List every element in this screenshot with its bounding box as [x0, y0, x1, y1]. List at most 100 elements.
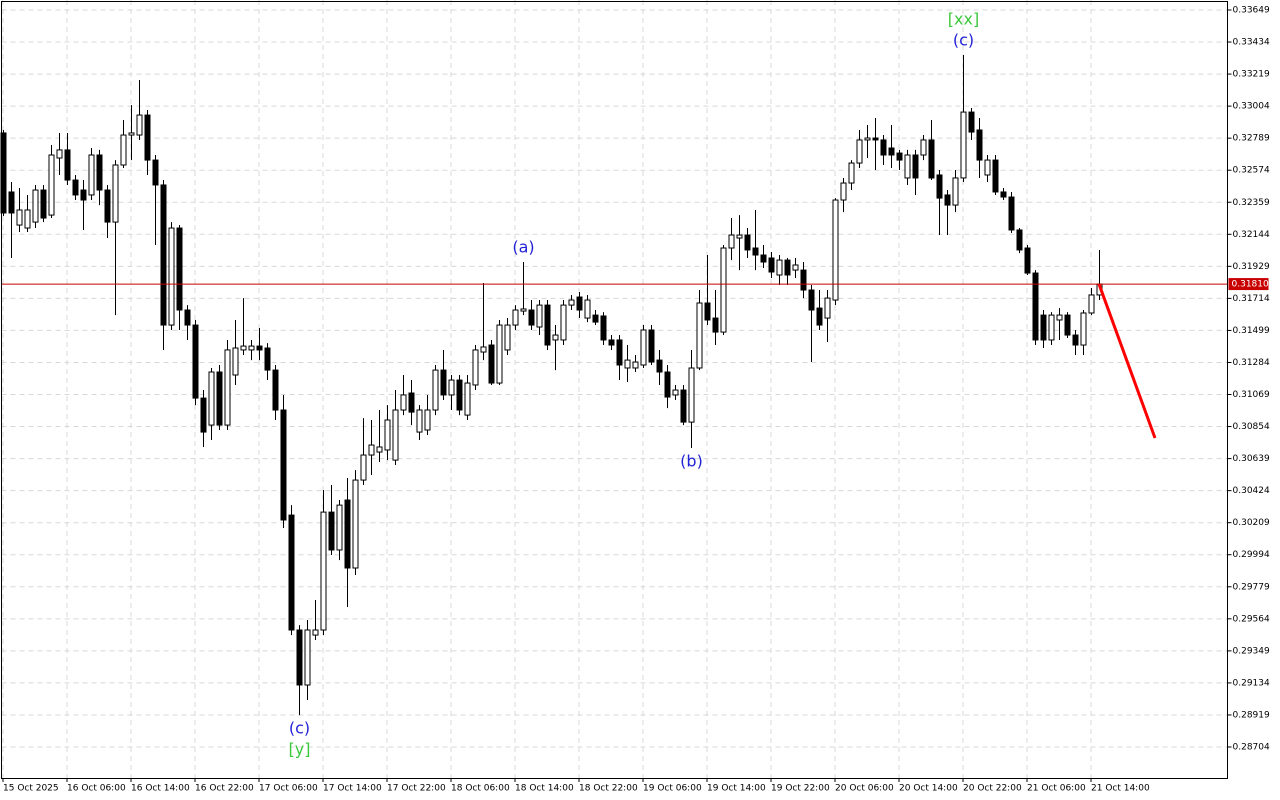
candle-body — [824, 297, 831, 319]
candle-body — [840, 182, 847, 201]
candle-body — [16, 209, 23, 226]
candle-body — [856, 139, 863, 164]
candle-body — [176, 227, 183, 311]
candle-body — [496, 324, 503, 384]
candle-body — [952, 177, 959, 206]
x-tick-label: 20 Oct 06:00 — [835, 784, 894, 794]
candle-body — [240, 345, 247, 351]
candle-body — [344, 499, 351, 569]
candle-body — [304, 629, 311, 686]
x-tick-label: 21 Oct 06:00 — [1027, 784, 1086, 794]
candle-body — [584, 299, 591, 319]
y-tick-label: 0.31069 — [1233, 390, 1270, 400]
candle-body — [560, 304, 567, 341]
y-tick-label: 0.29779 — [1233, 582, 1270, 592]
y-tick-label: 0.30639 — [1233, 454, 1270, 464]
candle-body — [832, 199, 839, 301]
candle-body — [136, 114, 143, 136]
candle-body — [392, 409, 399, 461]
candle-body — [544, 304, 551, 346]
candle-body — [568, 299, 575, 306]
candle-body — [1040, 314, 1047, 341]
candle-body — [208, 371, 215, 426]
last-price-box — [1228, 278, 1269, 291]
wave-label: (c) — [289, 719, 310, 738]
candle-body — [752, 247, 759, 256]
candle-body — [552, 334, 559, 341]
candle-body — [400, 394, 407, 411]
candle-body — [712, 317, 719, 333]
candle-body — [280, 409, 287, 521]
candle-body — [24, 209, 31, 229]
candle-body — [80, 189, 87, 201]
x-tick-label: 17 Oct 14:00 — [323, 784, 382, 794]
candle-body — [360, 454, 367, 481]
candle-body — [456, 379, 463, 411]
y-tick-label: 0.32359 — [1233, 198, 1270, 208]
candle-body — [896, 152, 903, 161]
candle-body — [688, 367, 695, 423]
candle-body — [168, 227, 175, 326]
candle-body — [696, 302, 703, 369]
candle-body — [776, 259, 783, 276]
candle-body — [960, 111, 967, 179]
candle-body — [880, 139, 887, 156]
candle-body — [888, 147, 895, 156]
candle-body — [328, 511, 335, 551]
y-tick-label: 0.30424 — [1233, 486, 1270, 496]
candle-body — [184, 309, 191, 326]
candle-body — [72, 179, 79, 196]
candle-body — [128, 132, 135, 136]
candle-body — [88, 154, 95, 196]
candle-body — [32, 189, 39, 223]
candle-body — [112, 164, 119, 223]
candle-body — [864, 137, 871, 141]
x-tick-label: 16 Oct 14:00 — [131, 784, 190, 794]
y-tick-label: 0.33434 — [1233, 38, 1270, 48]
candle-body — [984, 159, 991, 176]
candle-body — [1032, 272, 1039, 341]
candle-body — [1048, 314, 1055, 341]
candle-body — [144, 114, 151, 161]
candle-body — [792, 264, 799, 271]
candle-body — [1024, 247, 1031, 274]
candle-body — [296, 629, 303, 686]
candle-body — [272, 369, 279, 411]
candle-body — [1072, 334, 1079, 346]
candle-body — [440, 369, 447, 396]
y-tick-label: 0.30209 — [1233, 518, 1270, 528]
candle-body — [536, 304, 543, 328]
candle-body — [624, 359, 631, 369]
x-tick-label: 16 Oct 22:00 — [195, 784, 254, 794]
candle-body — [976, 129, 983, 161]
candle-body — [256, 345, 263, 351]
candle-body — [512, 309, 519, 326]
x-tick-label: 21 Oct 14:00 — [1091, 784, 1150, 794]
candle-body — [744, 234, 751, 251]
y-tick-label: 0.29994 — [1233, 550, 1270, 560]
x-tick-label: 15 Oct 2025 — [3, 784, 59, 794]
candle-body — [320, 511, 327, 631]
y-tick-label: 0.28919 — [1233, 710, 1270, 720]
candle-body — [936, 174, 943, 199]
candle-body — [480, 346, 487, 353]
x-tick-label: 18 Oct 06:00 — [451, 784, 510, 794]
y-tick-label: 0.30854 — [1233, 422, 1270, 432]
candle-body — [376, 446, 383, 453]
candle-body — [648, 329, 655, 363]
candle-body — [424, 409, 431, 431]
candle-body — [1008, 196, 1015, 231]
x-tick-label: 19 Oct 14:00 — [707, 784, 766, 794]
candle-body — [928, 139, 935, 179]
y-tick-label: 0.31499 — [1233, 326, 1270, 336]
wave-label: [xx] — [948, 9, 979, 28]
plot-frame — [1, 1, 1228, 779]
candle-body — [632, 361, 639, 369]
y-tick-label: 0.31929 — [1233, 262, 1270, 272]
candle-body — [408, 392, 415, 413]
candle-body — [40, 189, 47, 219]
candle-body — [720, 247, 727, 333]
y-tick-label: 0.33649 — [1233, 5, 1270, 15]
candle-body — [448, 379, 455, 396]
